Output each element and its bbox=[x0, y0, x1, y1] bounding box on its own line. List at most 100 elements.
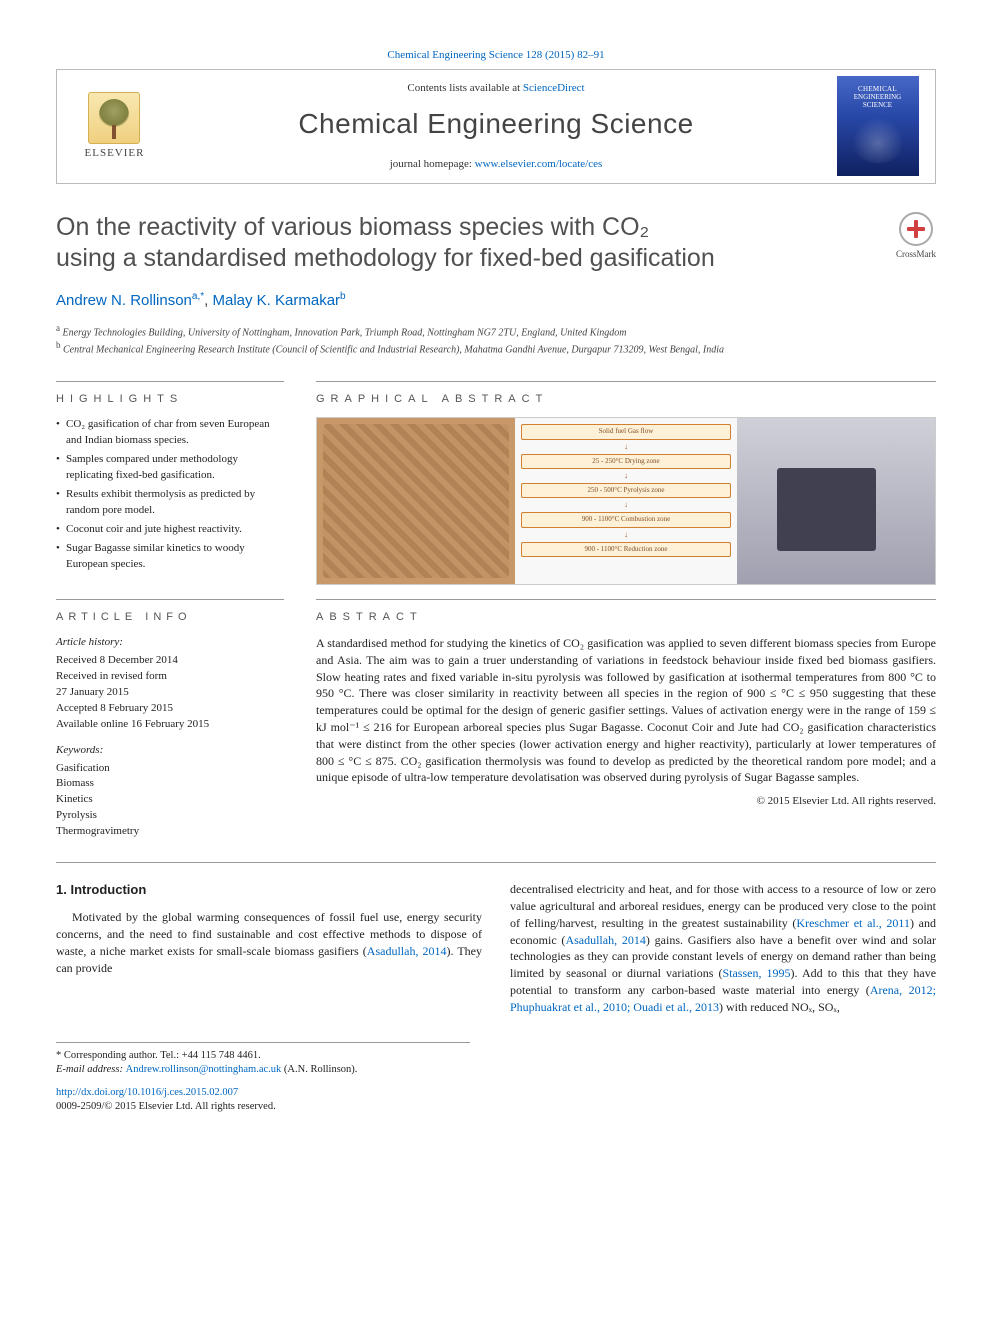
highlights-heading: HIGHLIGHTS bbox=[56, 381, 284, 407]
author-2-affil-link[interactable]: b bbox=[340, 291, 346, 302]
affiliation-b: b Central Mechanical Engineering Researc… bbox=[56, 339, 936, 357]
ga-arrow-icon: ↓ bbox=[521, 443, 731, 451]
keyword: Biomass bbox=[56, 776, 284, 792]
article-title: On the reactivity of various biomass spe… bbox=[56, 212, 878, 275]
email-label: E-mail address: bbox=[56, 1064, 126, 1075]
affiliation-a-text: Energy Technologies Building, University… bbox=[63, 327, 627, 338]
author-1-name: Andrew N. Rollinson bbox=[56, 292, 192, 309]
graphical-abstract-image: Solid fuel Gas flow ↓ 25 - 250°C Drying … bbox=[316, 417, 936, 585]
cover-art-icon bbox=[848, 113, 908, 163]
intro-p2e: ) with reduced NOₓ, SOₓ, bbox=[719, 1000, 840, 1014]
email-tail: (A.N. Rollinson). bbox=[281, 1064, 357, 1075]
highlight-item: Coconut coir and jute highest reactivity… bbox=[56, 522, 284, 538]
ga-box: 250 - 500°C Pyrolysis zone bbox=[521, 483, 731, 498]
corr-label: * Corresponding author. Tel.: bbox=[56, 1050, 182, 1061]
ga-photo-left-icon bbox=[317, 418, 515, 584]
received-date: Received 8 December 2014 bbox=[56, 653, 284, 669]
highlight-item: Results exhibit thermolysis as predicted… bbox=[56, 487, 284, 519]
journal-cover: CHEMICAL ENGINEERING SCIENCE bbox=[837, 76, 919, 176]
title-line2: using a standardised methodology for fix… bbox=[56, 244, 715, 272]
top-journal: Chemical Engineering Science bbox=[387, 49, 523, 61]
title-row: On the reactivity of various biomass spe… bbox=[56, 212, 936, 275]
revised-date: 27 January 2015 bbox=[56, 685, 284, 701]
publisher-name: ELSEVIER bbox=[85, 146, 145, 161]
abstract-col: ABSTRACT A standardised method for study… bbox=[316, 599, 936, 840]
header-center: Contents lists available at ScienceDirec… bbox=[172, 70, 820, 183]
issn-line: 0009-2509/© 2015 Elsevier Ltd. All right… bbox=[56, 1100, 936, 1114]
author-1-affil-link[interactable]: a, bbox=[192, 291, 200, 302]
ref-link[interactable]: Asadullah, 2014 bbox=[367, 944, 447, 958]
highlight-item: CO₂ gasification of char from seven Euro… bbox=[56, 417, 284, 449]
ga-box: Solid fuel Gas flow bbox=[521, 424, 731, 439]
crossmark-cross-icon bbox=[907, 220, 925, 238]
ga-box: 25 - 250°C Drying zone bbox=[521, 454, 731, 469]
abstract-copyright: © 2015 Elsevier Ltd. All rights reserved… bbox=[316, 794, 936, 809]
highlights-list: CO₂ gasification of char from seven Euro… bbox=[56, 417, 284, 572]
ga-arrow-icon: ↓ bbox=[521, 472, 731, 480]
highlight-item: Sugar Bagasse similar kinetics to woody … bbox=[56, 541, 284, 573]
ref-link[interactable]: Kreschmer et al., 2011 bbox=[796, 916, 910, 930]
ga-box: 900 - 1100°C Combustion zone bbox=[521, 512, 731, 527]
homepage-link[interactable]: www.elsevier.com/locate/ces bbox=[475, 158, 603, 170]
ref-link[interactable]: Asadullah, 2014 bbox=[565, 933, 645, 947]
crossmark-label: CrossMark bbox=[896, 248, 936, 260]
corresponding-author: * Corresponding author. Tel.: +44 115 74… bbox=[56, 1049, 470, 1064]
authors: Andrew N. Rollinsona,*, Malay K. Karmaka… bbox=[56, 290, 936, 311]
journal-header: ELSEVIER Contents lists available at Sci… bbox=[56, 69, 936, 184]
author-1-corr-link[interactable]: * bbox=[200, 291, 204, 302]
abstract-heading: ABSTRACT bbox=[316, 599, 936, 625]
email-line: E-mail address: Andrew.rollinson@notting… bbox=[56, 1063, 470, 1078]
journal-homepage: journal homepage: www.elsevier.com/locat… bbox=[390, 157, 603, 172]
top-citation-link[interactable]: Chemical Engineering Science 128 (2015) … bbox=[387, 49, 604, 61]
author-1-link[interactable]: Andrew N. Rollinson bbox=[56, 292, 192, 309]
online-date: Available online 16 February 2015 bbox=[56, 717, 284, 733]
keyword: Pyrolysis bbox=[56, 808, 284, 824]
publisher-cell: ELSEVIER bbox=[57, 70, 172, 183]
keyword: Thermogravimetry bbox=[56, 824, 284, 840]
keyword: Kinetics bbox=[56, 792, 284, 808]
keywords-head: Keywords: bbox=[56, 743, 284, 759]
crossmark-badge-icon bbox=[899, 212, 933, 246]
page: Chemical Engineering Science 128 (2015) … bbox=[0, 0, 992, 1144]
footnotes: * Corresponding author. Tel.: +44 115 74… bbox=[56, 1042, 470, 1078]
keyword: Gasification bbox=[56, 761, 284, 777]
highlight-item: Samples compared under methodology repli… bbox=[56, 452, 284, 484]
highlights-row: HIGHLIGHTS CO₂ gasification of char from… bbox=[56, 381, 936, 585]
article-info-col: ARTICLE INFO Article history: Received 8… bbox=[56, 599, 284, 840]
top-volpages: 128 (2015) 82–91 bbox=[526, 49, 605, 61]
ga-arrow-icon: ↓ bbox=[521, 531, 731, 539]
section-rule bbox=[56, 862, 936, 863]
sciencedirect-link[interactable]: ScienceDirect bbox=[523, 82, 585, 94]
ga-photo-right-icon bbox=[737, 418, 935, 584]
info-abstract-row: ARTICLE INFO Article history: Received 8… bbox=[56, 599, 936, 840]
ga-diagram: Solid fuel Gas flow ↓ 25 - 250°C Drying … bbox=[515, 418, 737, 584]
body-text: 1. Introduction Motivated by the global … bbox=[56, 881, 936, 1023]
homepage-prefix: journal homepage: bbox=[390, 158, 475, 170]
doi-link[interactable]: http://dx.doi.org/10.1016/j.ces.2015.02.… bbox=[56, 1087, 238, 1098]
graphical-abstract-col: GRAPHICAL ABSTRACT Solid fuel Gas flow ↓… bbox=[316, 381, 936, 585]
intro-para-1: Motivated by the global warming conseque… bbox=[56, 909, 482, 976]
intro-heading: 1. Introduction bbox=[56, 881, 482, 899]
ga-box: 900 - 1100°C Reduction zone bbox=[521, 542, 731, 557]
author-2-link[interactable]: Malay K. Karmakar bbox=[213, 292, 341, 309]
affiliation-b-text: Central Mechanical Engineering Research … bbox=[63, 345, 724, 356]
ga-arrow-icon: ↓ bbox=[521, 501, 731, 509]
intro-para-2: decentralised electricity and heat, and … bbox=[510, 881, 936, 1015]
ref-link[interactable]: Stassen, 1995 bbox=[722, 966, 790, 980]
title-line1: On the reactivity of various biomass spe… bbox=[56, 213, 649, 241]
affiliation-a: a Energy Technologies Building, Universi… bbox=[56, 322, 936, 340]
accepted-date: Accepted 8 February 2015 bbox=[56, 701, 284, 717]
abstract-text: A standardised method for studying the k… bbox=[316, 635, 936, 786]
cover-cell: CHEMICAL ENGINEERING SCIENCE bbox=[820, 70, 935, 183]
email-link[interactable]: Andrew.rollinson@nottingham.ac.uk bbox=[126, 1064, 282, 1075]
doi-line: http://dx.doi.org/10.1016/j.ces.2015.02.… bbox=[56, 1086, 936, 1100]
crossmark-widget[interactable]: CrossMark bbox=[896, 212, 936, 260]
graphical-abstract-heading: GRAPHICAL ABSTRACT bbox=[316, 381, 936, 407]
elsevier-tree-icon bbox=[88, 92, 140, 144]
journal-name: Chemical Engineering Science bbox=[298, 105, 693, 143]
history-head: Article history: bbox=[56, 635, 284, 651]
article-info-heading: ARTICLE INFO bbox=[56, 599, 284, 625]
elsevier-logo: ELSEVIER bbox=[85, 92, 145, 161]
author-2-name: Malay K. Karmakar bbox=[213, 292, 341, 309]
corr-phone: +44 115 748 4461. bbox=[182, 1050, 261, 1061]
